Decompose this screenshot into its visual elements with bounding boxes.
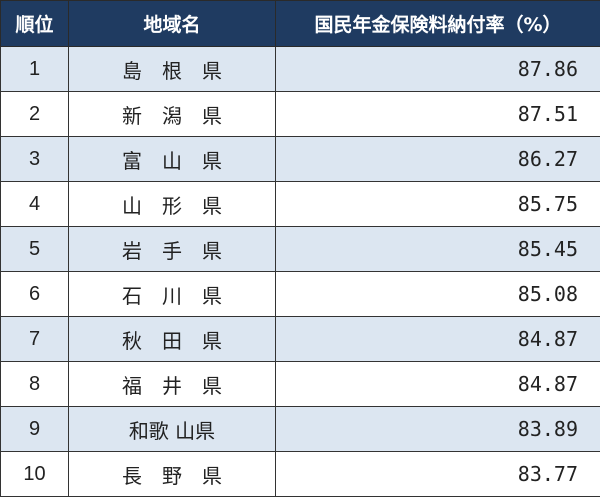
rank-cell: 7 <box>1 317 69 362</box>
rank-cell: 8 <box>1 362 69 407</box>
region-cell: 島 根 県 <box>69 47 276 92</box>
rank-cell: 6 <box>1 272 69 317</box>
rank-cell: 1 <box>1 47 69 92</box>
region-cell: 石 川 県 <box>69 272 276 317</box>
rank-cell: 10 <box>1 452 69 497</box>
rate-cell: 87.86 <box>276 47 600 92</box>
rate-cell: 84.87 <box>276 317 600 362</box>
header-rank: 順位 <box>1 1 69 47</box>
region-cell: 福 井 県 <box>69 362 276 407</box>
rank-cell: 4 <box>1 182 69 227</box>
rate-cell: 86.27 <box>276 137 600 182</box>
region-cell: 富 山 県 <box>69 137 276 182</box>
header-row: 順位 地域名 国民年金保険料納付率（%） <box>1 1 600 47</box>
rate-cell: 85.45 <box>276 227 600 272</box>
rank-cell: 3 <box>1 137 69 182</box>
header-region: 地域名 <box>69 1 276 47</box>
region-cell: 岩 手 県 <box>69 227 276 272</box>
region-cell: 長 野 県 <box>69 452 276 497</box>
rate-cell: 83.77 <box>276 452 600 497</box>
region-cell: 新 潟 県 <box>69 92 276 137</box>
rank-cell: 2 <box>1 92 69 137</box>
region-cell: 秋 田 県 <box>69 317 276 362</box>
rank-cell: 5 <box>1 227 69 272</box>
rate-cell: 84.87 <box>276 362 600 407</box>
region-cell: 山 形 県 <box>69 182 276 227</box>
rate-cell: 85.75 <box>276 182 600 227</box>
rate-cell: 87.51 <box>276 92 600 137</box>
region-cell: 和歌 山県 <box>69 407 276 452</box>
rate-cell: 85.08 <box>276 272 600 317</box>
rate-cell: 83.89 <box>276 407 600 452</box>
header-rate: 国民年金保険料納付率（%） <box>276 1 600 47</box>
rank-cell: 9 <box>1 407 69 452</box>
